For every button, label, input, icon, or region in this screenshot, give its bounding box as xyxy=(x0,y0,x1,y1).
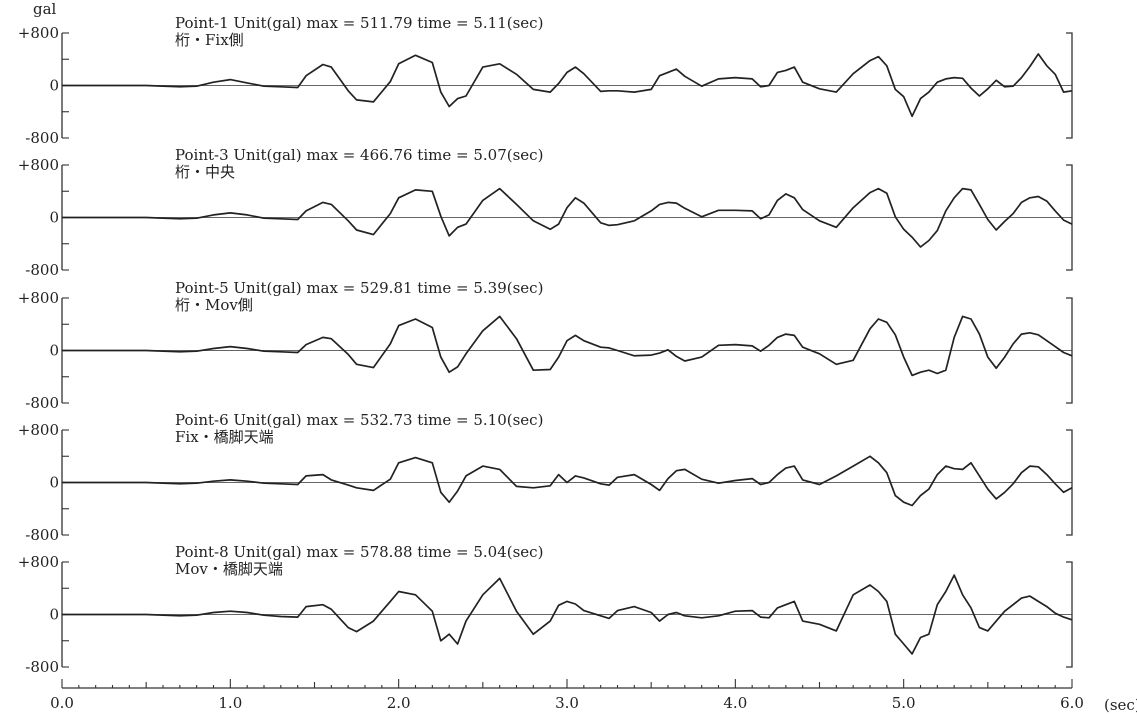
y-tick-label: 0 xyxy=(49,209,59,227)
y-tick-label: +800 xyxy=(18,156,59,174)
x-tick-label: 1.0 xyxy=(218,694,242,712)
x-axis: 0.0 1.0 2.0 3.0 4.0 5.0 6.0 xyxy=(50,679,1084,712)
series-subtitle: Mov・橋脚天端 xyxy=(175,560,283,578)
y-tick-label: 0 xyxy=(49,77,59,95)
y-tick-label: 0 xyxy=(49,606,59,624)
y-tick-label: -800 xyxy=(25,261,59,279)
x-unit-label: (sec) xyxy=(1104,696,1137,714)
panels-group: +800 0 -800 Point-1 Unit(gal) max = 511.79 … xyxy=(18,14,1073,676)
panel-3: +800 0 -800 Point-5 Unit(gal) max = 529.81 … xyxy=(18,279,1073,412)
series-line xyxy=(62,53,1073,118)
x-tick-label: 5.0 xyxy=(892,694,916,712)
y-tick-label: 0 xyxy=(49,342,59,360)
series-subtitle: 桁・中央 xyxy=(175,163,235,181)
y-tick-label: 0 xyxy=(49,474,59,492)
panel-2: +800 0 -800 Point-3 Unit(gal) max = 466.76 … xyxy=(18,146,1073,279)
series-title: Point-3 Unit(gal) max = 466.76 time = 5.… xyxy=(175,146,543,164)
y-tick-label: +800 xyxy=(18,421,59,439)
y-tick-label: +800 xyxy=(18,289,59,307)
series-line xyxy=(62,455,1073,507)
series-subtitle: 桁・Fix側 xyxy=(175,31,244,49)
series-subtitle: 桁・Mov側 xyxy=(175,296,253,314)
panel-1: +800 0 -800 Point-1 Unit(gal) max = 511.79 … xyxy=(18,14,1073,147)
panel-5: +800 0 -800 Point-8 Unit(gal) max = 578.88 … xyxy=(18,543,1073,676)
y-unit-label: gal xyxy=(33,0,57,18)
x-tick-label: 6.0 xyxy=(1060,694,1084,712)
series-title: Point-6 Unit(gal) max = 532.73 time = 5.… xyxy=(175,411,543,429)
x-tick-label: 4.0 xyxy=(723,694,747,712)
y-tick-label: +800 xyxy=(18,553,59,571)
x-tick-label: 3.0 xyxy=(555,694,579,712)
y-tick-label: -800 xyxy=(25,129,59,147)
y-tick-label: +800 xyxy=(18,24,59,42)
series-line xyxy=(62,315,1073,377)
x-tick-label: 2.0 xyxy=(387,694,411,712)
series-title: Point-8 Unit(gal) max = 578.88 time = 5.… xyxy=(175,543,543,561)
series-title: Point-1 Unit(gal) max = 511.79 time = 5.… xyxy=(175,14,543,32)
y-tick-label: -800 xyxy=(25,526,59,544)
series-title: Point-5 Unit(gal) max = 529.81 time = 5.… xyxy=(175,279,543,297)
y-tick-label: -800 xyxy=(25,658,59,676)
series-line xyxy=(62,574,1073,655)
series-line xyxy=(62,187,1073,248)
y-tick-label: -800 xyxy=(25,394,59,412)
panel-4: +800 0 -800 Point-6 Unit(gal) max = 532.73 … xyxy=(18,411,1073,544)
series-subtitle: Fix・橋脚天端 xyxy=(175,428,274,446)
x-tick-label: 0.0 xyxy=(50,694,74,712)
